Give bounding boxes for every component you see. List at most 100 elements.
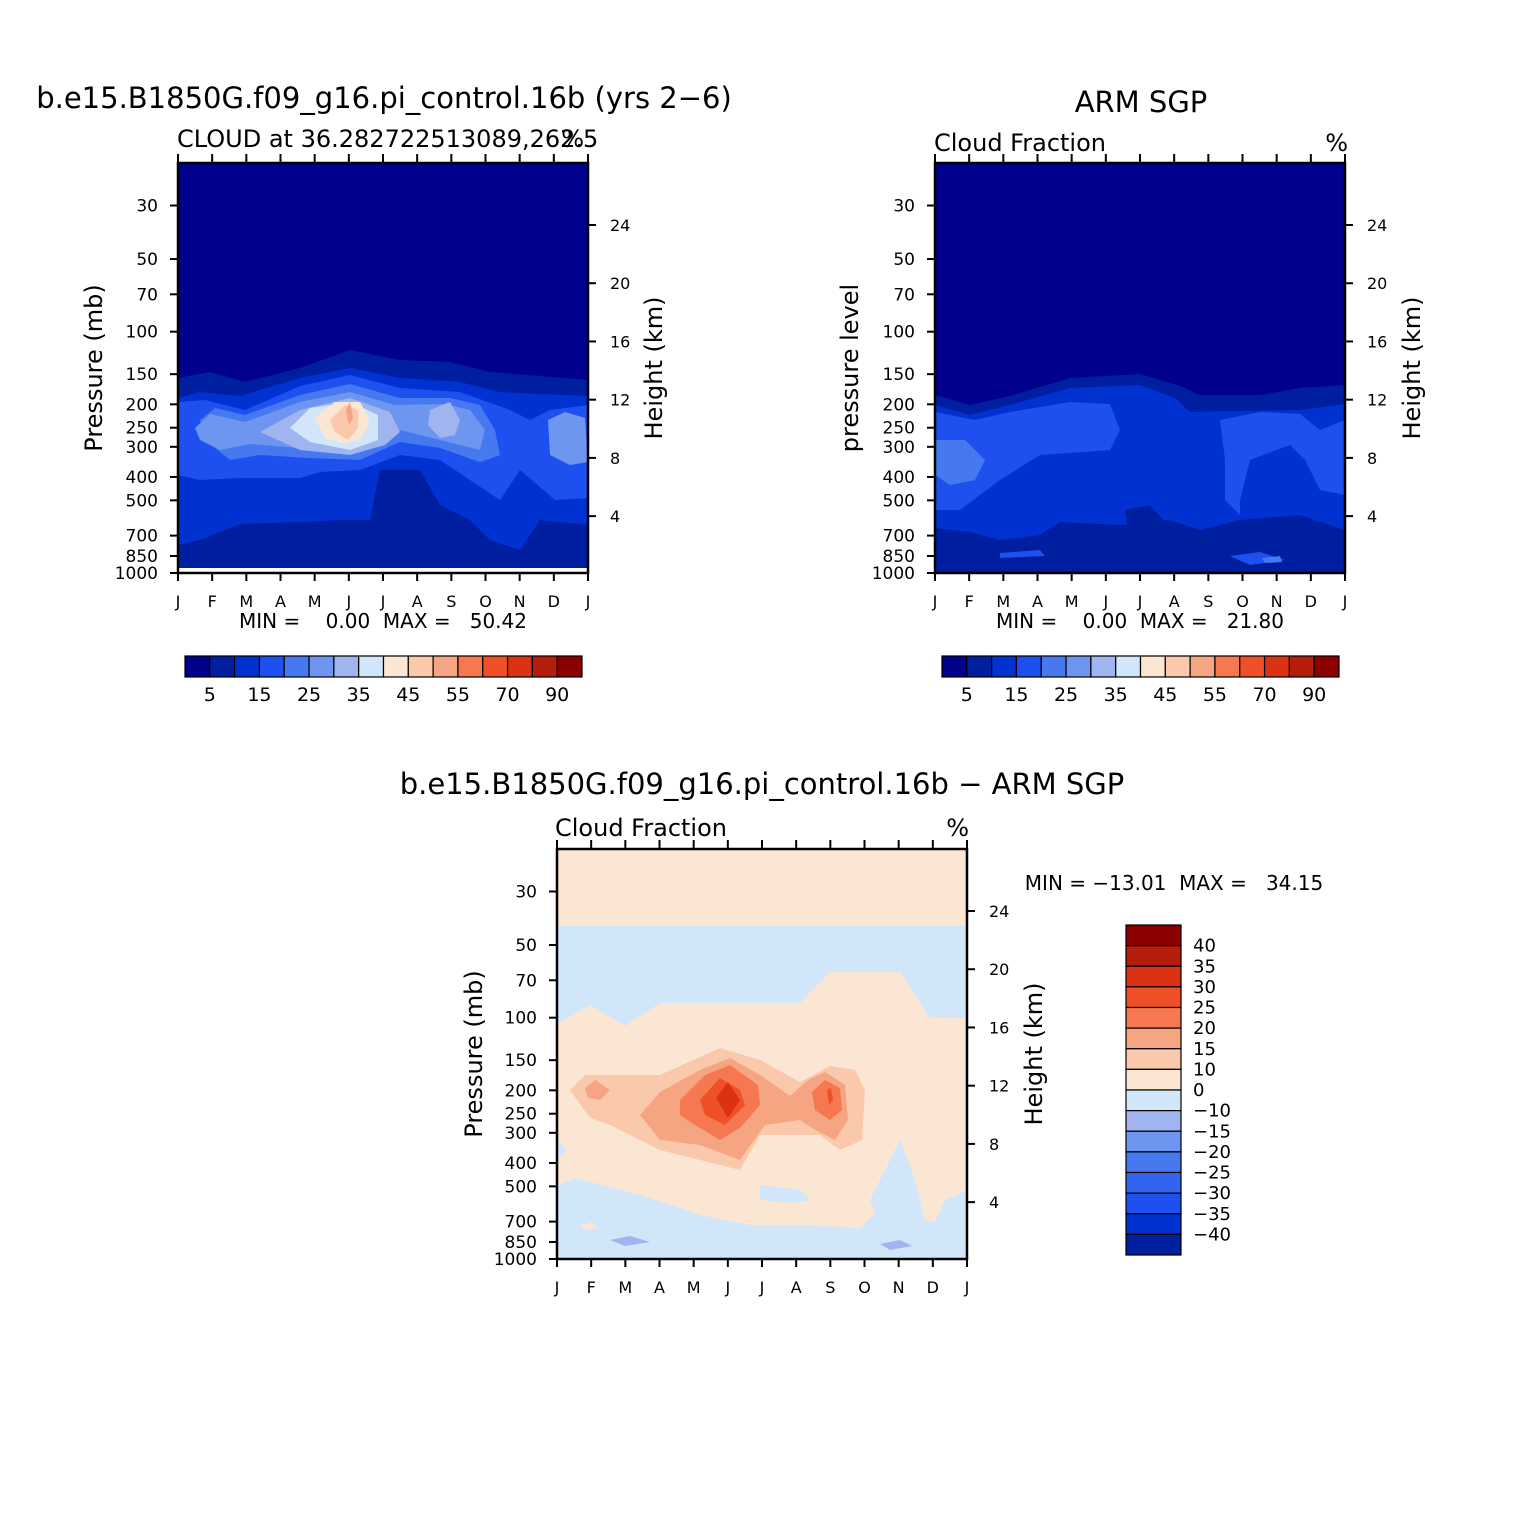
colorbar-label: 40 [1193,936,1216,957]
colorbar-label: −15 [1193,1121,1231,1142]
panel-diff-contour-fill [557,849,967,1259]
pressure-tick-label: 150 [126,365,158,385]
colorbar-swatch [457,655,484,678]
panel-obs-ylabel: pressure level [836,284,864,452]
pressure-tick-label: 250 [126,419,158,439]
panel-model-units: % [561,125,584,153]
height-tick-label: 20 [610,274,630,293]
pressure-tick-label: 200 [126,395,158,415]
pressure-tick-label: 1000 [872,564,915,584]
pressure-tick-label: 500 [883,491,915,511]
month-tick-label: M [239,592,253,611]
colorbar-swatch [1015,655,1042,678]
pressure-tick-label: 50 [136,250,158,270]
pressure-tick-label: 700 [505,1213,537,1233]
month-tick-label: A [654,1278,665,1297]
colorbar-label: −20 [1193,1142,1231,1163]
month-tick-label: D [927,1278,939,1297]
colorbar-label: 15 [1004,684,1028,706]
month-tick-label: J [1342,592,1348,611]
height-tick-label: 24 [610,216,630,235]
panel-diff-ylabel: Pressure (mb) [460,970,488,1137]
height-tick-label: 4 [989,1193,999,1212]
pressure-tick-label: 200 [883,395,915,415]
colorbar-swatch [941,655,968,678]
colorbar-swatch [1125,1192,1182,1215]
month-tick-label: O [1236,592,1249,611]
colorbar-swatch [333,655,360,678]
colorbar-swatch [1125,1151,1182,1174]
panel-diff-units: % [946,814,969,842]
month-tick-label: J [964,1278,970,1297]
colorbar-label: 10 [1193,1059,1216,1080]
colorbar-swatch [556,655,583,678]
colorbar-swatch [1125,1130,1182,1153]
pressure-tick-label: 850 [126,547,158,567]
colorbar-label: 30 [1193,977,1216,998]
colorbar-swatch [966,655,993,678]
panel-obs-units: % [1325,129,1348,157]
colorbar-label: 25 [1054,684,1078,706]
colorbar-swatch [407,655,434,678]
month-tick-label: J [345,592,351,611]
colorbar-label: 90 [1302,684,1326,706]
panel-obs-minmax: MIN = 0.00 MAX = 21.80 [996,609,1284,633]
colorbar-swatch [1115,655,1142,678]
month-tick-label: M [687,1278,701,1297]
height-tick-label: 16 [610,332,630,351]
colorbar-swatch [1125,1110,1182,1132]
pressure-tick-label: 30 [893,196,915,216]
month-tick-label: F [965,592,974,611]
colorbar-swatch [1263,655,1290,678]
month-tick-label: J [932,592,938,611]
panel-diff-subtitle: Cloud Fraction [555,814,727,842]
colorbar-label: 5 [961,684,973,706]
colorbar-label: 90 [545,684,569,706]
pressure-tick-label: 30 [136,196,158,216]
panel-obs-y2label: Height (km) [1398,297,1426,440]
colorbar-label: 15 [1193,1039,1216,1060]
colorbar-label: 25 [297,684,321,706]
colorbar-swatch [1125,1213,1182,1235]
colorbar-swatch [184,655,211,678]
pressure-tick-label: 50 [893,250,915,270]
colorbar-swatch [1139,655,1166,678]
month-tick-label: O [479,592,492,611]
pressure-tick-label: 100 [505,1009,537,1029]
pressure-tick-label: 100 [883,323,915,343]
colorbar-swatch [482,655,509,678]
colorbar-label: −30 [1193,1183,1231,1204]
colorbar-swatch [1214,655,1241,678]
panel-obs-title: ARM SGP [1075,85,1208,119]
pressure-tick-label: 300 [505,1124,537,1144]
month-tick-label: A [1032,592,1043,611]
pressure-tick-label: 70 [515,971,537,991]
panel-model-subtitle: CLOUD at 36.282722513089,262.5 [177,125,598,153]
pressure-tick-label: 400 [883,468,915,488]
month-tick-label: J [1137,592,1143,611]
colorbar-label: 25 [1193,998,1216,1019]
panel-model-y2label: Height (km) [640,297,668,440]
colorbar-swatch [1125,1006,1182,1029]
panel-obs-subtitle: Cloud Fraction [934,129,1106,157]
month-tick-label: N [1271,592,1283,611]
pressure-tick-label: 500 [126,491,158,511]
colorbar-swatch [1164,655,1191,678]
colorbar-label: 15 [247,684,271,706]
month-tick-label: J [380,592,386,611]
colorbar-swatch [1125,1089,1182,1112]
colorbar-swatch [358,655,385,678]
month-tick-label: J [585,592,591,611]
height-tick-label: 12 [989,1077,1009,1096]
panel-model-ylabel: Pressure (mb) [80,284,108,451]
pressure-tick-label: 250 [883,419,915,439]
pressure-tick-label: 30 [515,882,537,902]
month-tick-label: S [825,1278,835,1297]
month-tick-label: S [1203,592,1213,611]
month-tick-label: J [554,1278,560,1297]
